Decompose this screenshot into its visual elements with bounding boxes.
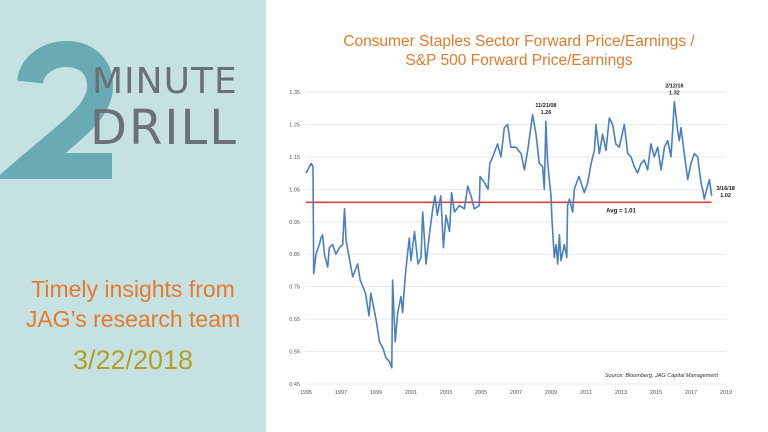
publish-date: 3/22/2018 <box>72 345 194 375</box>
annotation-date: 11/21/08 <box>535 103 556 109</box>
y-tick-label: 0.45 <box>289 382 300 388</box>
y-tick-label: 0.85 <box>289 252 300 258</box>
x-tick-label: 2001 <box>405 390 417 396</box>
annotation-value: 1.26 <box>541 110 552 116</box>
x-tick-label: 2015 <box>650 390 662 396</box>
y-tick-label: 1.25 <box>289 122 300 128</box>
x-tick-label: 2007 <box>510 390 522 396</box>
tagline-line2: JAG’s research team <box>25 306 241 332</box>
x-tick-label: 2003 <box>440 390 452 396</box>
logo-word-minute: MINUTE <box>92 61 238 102</box>
y-tick-label: 0.95 <box>289 220 300 226</box>
average-label: Avg = 1.01 <box>606 208 636 214</box>
line-chart: 1.35 1.25 1.15 1.05 0.95 0.85 0.75 0.65 0.55 0.45… <box>289 84 735 396</box>
y-tick-label: 1.15 <box>289 155 300 161</box>
annotation-value: 1.32 <box>669 91 680 97</box>
chart-title-line1: Consumer Staples Sector Forward Price/Ea… <box>343 33 695 50</box>
x-tick-label: 1999 <box>370 390 382 396</box>
y-tick-label: 1.05 <box>289 187 300 193</box>
y-tick-label: 0.75 <box>289 285 300 291</box>
x-tick-label: 2005 <box>475 390 487 396</box>
x-tick-label: 2019 <box>720 390 732 396</box>
brand-panel: MINUTE DRILL Timely insights from JAG’s … <box>0 0 266 432</box>
y-tick-label: 0.65 <box>289 317 300 323</box>
tagline-line1: Timely insights from <box>31 276 235 302</box>
annotation-date: 3/16/18 <box>716 186 734 192</box>
x-tick-label: 2009 <box>545 390 557 396</box>
x-tick-label: 2017 <box>685 390 697 396</box>
y-tick-label: 0.55 <box>289 350 300 356</box>
logo-number-graphic <box>0 41 114 179</box>
chart-title-line2: S&P 500 Forward Price/Earnings <box>405 52 633 69</box>
annotation-value: 1.02 <box>720 193 731 199</box>
x-tick-label: 1995 <box>300 390 312 396</box>
logo-word-drill: DRILL <box>90 100 238 156</box>
source-note: Source: Bloomberg, JAG Capital Managemen… <box>605 373 719 379</box>
series-line <box>305 100 713 369</box>
x-tick-label: 2011 <box>580 390 592 396</box>
y-tick-label: 1.35 <box>289 90 300 96</box>
annotation-date: 2/12/16 <box>665 84 683 90</box>
x-tick-label: 1997 <box>335 390 347 396</box>
x-tick-label: 2013 <box>615 390 627 396</box>
